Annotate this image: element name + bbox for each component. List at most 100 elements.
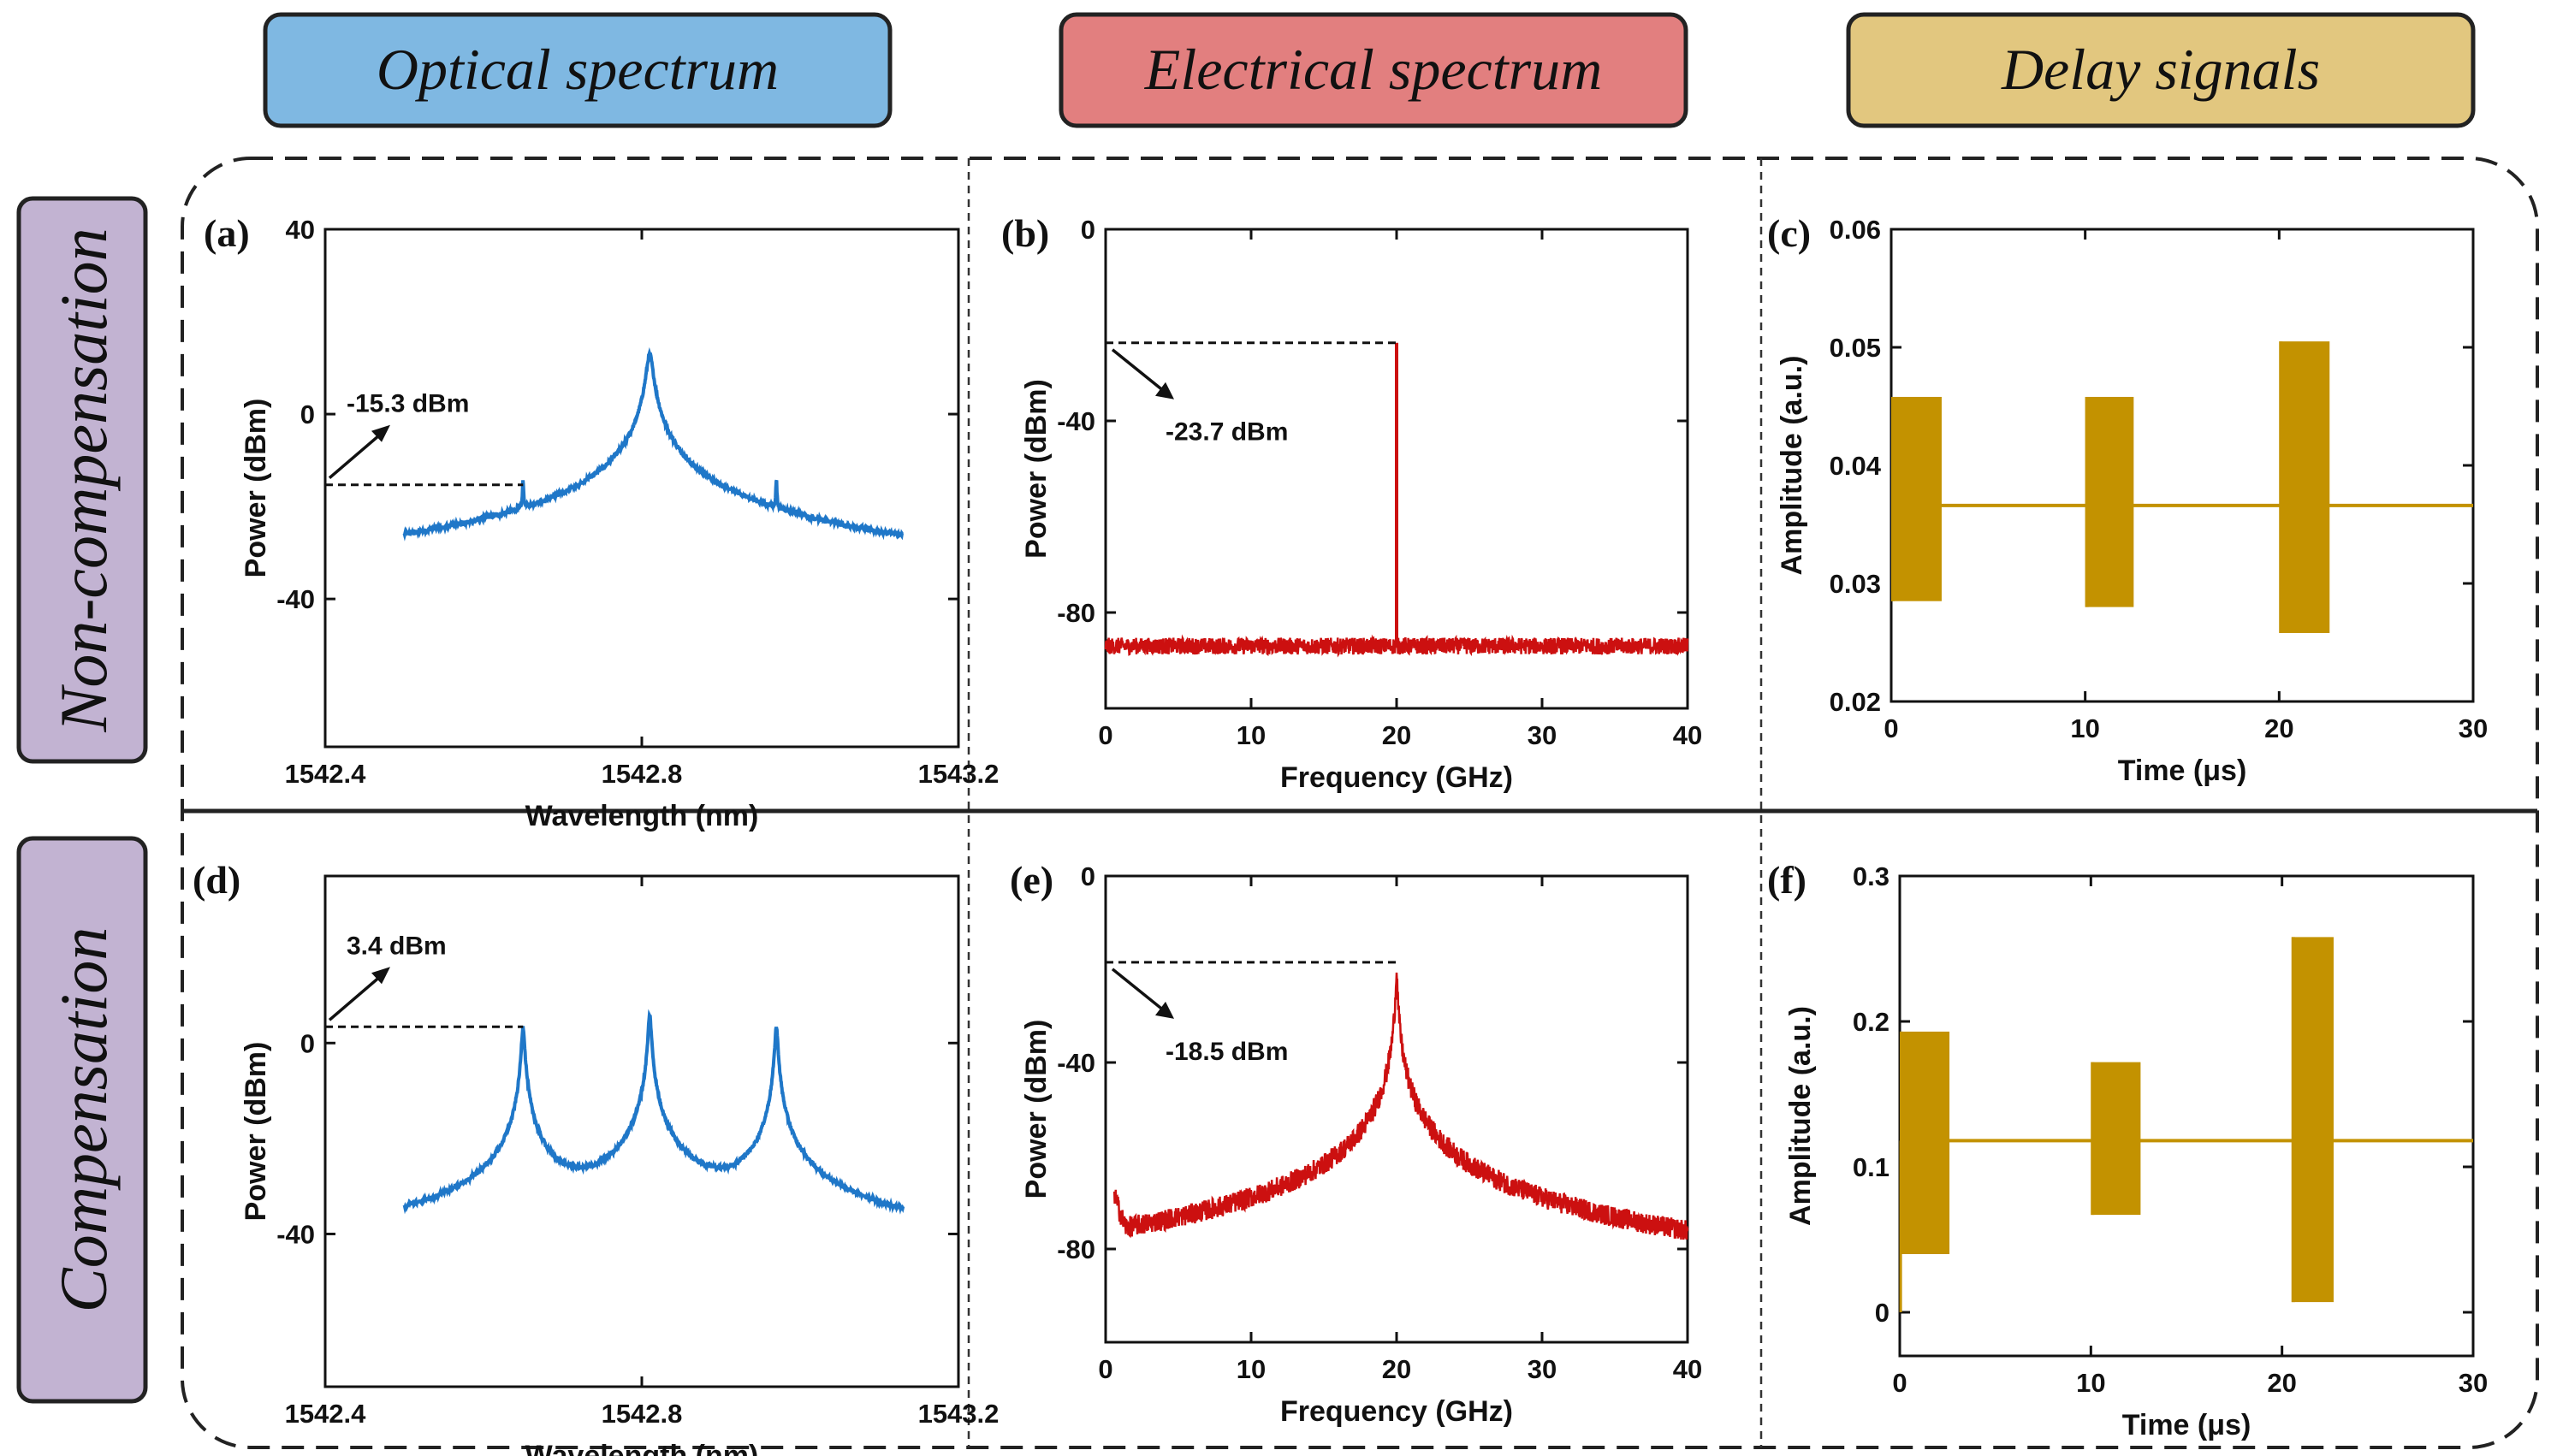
x-axis-label: Wavelength (nm)	[525, 1440, 759, 1456]
annotation-label: -18.5 dBm	[1166, 1038, 1288, 1066]
header-delay: Delay signals	[1846, 12, 2476, 128]
row-compensation-box	[16, 836, 148, 1404]
x-tick-label: 10	[1237, 720, 1266, 750]
spectrum-noise-line	[1112, 972, 1689, 1240]
panel-label: (f)	[1767, 858, 1806, 902]
panel-label: (b)	[1001, 211, 1049, 255]
y-tick-label: -40	[276, 1219, 315, 1249]
y-tick-label: 0.02	[1830, 687, 1881, 717]
x-tick-label: 1542.8	[602, 1399, 683, 1429]
x-tick-label: 40	[1673, 1354, 1702, 1384]
annotation-arrow	[1111, 348, 1167, 394]
y-tick-label: 0	[300, 400, 315, 429]
x-tick-label: 30	[1528, 1354, 1557, 1384]
y-tick-label: -80	[1057, 598, 1095, 628]
y-tick-label: 0	[1081, 215, 1095, 245]
panel-label: (a)	[204, 211, 250, 255]
panel-label: (d)	[193, 858, 240, 902]
x-tick-label: 20	[1382, 720, 1411, 750]
y-tick-label: -80	[1057, 1234, 1095, 1264]
x-tick-label: 10	[2076, 1368, 2105, 1398]
x-axis-label: Frequency (GHz)	[1280, 1395, 1513, 1428]
y-tick-label: 0.06	[1830, 215, 1881, 245]
y-tick-label: 0.2	[1853, 1007, 1890, 1037]
annotation-arrowhead	[371, 424, 390, 442]
header-electrical-text: Electrical spectrum	[1144, 37, 1602, 102]
header-optical-box	[263, 12, 893, 128]
y-axis-label: Power (dBm)	[1020, 379, 1053, 559]
annotation-label: -15.3 dBm	[347, 390, 469, 418]
panel-a: 1542.4 1542.8 1543.2 -40 0 40 Wavelength (nm) P…	[204, 211, 999, 832]
row-non-compensation-box	[16, 196, 148, 764]
header-electrical-box	[1059, 12, 1688, 128]
x-tick-label: 1542.4	[285, 1399, 367, 1429]
panel-f: 0 10 20 30 0 0.1 0.2 0.3 Time (μs) Amplitude (a.u…	[1767, 858, 2488, 1441]
x-tick-label: 10	[1237, 1354, 1266, 1384]
x-tick-label: 0	[1098, 720, 1112, 750]
y-axis-label: Power (dBm)	[1020, 1020, 1053, 1199]
y-tick-label: 0.04	[1830, 451, 1882, 481]
x-tick-label: 20	[1382, 1354, 1411, 1384]
y-axis-label: Amplitude (a.u.)	[1776, 356, 1808, 576]
y-tick-label: -40	[276, 584, 315, 614]
x-axis-label: Time (μs)	[2122, 1409, 2251, 1441]
x-tick-label: 0	[1098, 1354, 1112, 1384]
x-tick-label: 20	[2267, 1368, 2296, 1398]
y-tick-label: 0.3	[1853, 861, 1890, 891]
y-tick-label: 0	[1081, 861, 1095, 891]
delay-pulse	[2085, 396, 2134, 607]
row-compensation-text: Compensation	[46, 927, 121, 1313]
x-tick-label: 0	[1884, 713, 1898, 743]
annotation-arrowhead	[1155, 1001, 1174, 1019]
header-optical: Optical spectrum	[263, 12, 893, 128]
delay-pulse	[2291, 937, 2334, 1303]
plot-frame	[1890, 228, 2475, 703]
header-delay-box	[1846, 12, 2476, 128]
x-tick-label: 30	[1528, 720, 1557, 750]
row-label-compensation: Compensation	[16, 836, 148, 1404]
y-tick-label: 0	[1875, 1298, 1890, 1328]
plot-frame	[1898, 874, 2475, 1358]
y-axis-label: Power (dBm)	[240, 1042, 272, 1222]
annotation-arrowhead	[371, 967, 390, 985]
spectrum-line	[402, 346, 905, 542]
x-tick-label: 1543.2	[918, 1399, 1000, 1429]
header-delay-text: Delay signals	[2001, 37, 2320, 102]
panel-label: (c)	[1767, 211, 1811, 255]
delay-pulse	[1891, 396, 1942, 601]
y-tick-label: 0.1	[1853, 1152, 1890, 1182]
delay-pulse	[2091, 1062, 2141, 1216]
x-tick-label: 1542.4	[285, 759, 367, 789]
y-axis-label: Amplitude (a.u.)	[1784, 1006, 1817, 1226]
x-tick-label: 0	[1892, 1368, 1907, 1398]
outer-dashed-frame	[181, 157, 2539, 1449]
annotation-arrow	[328, 430, 385, 480]
header-optical-text: Optical spectrum	[377, 37, 779, 102]
y-tick-label: 0.05	[1830, 333, 1881, 363]
x-tick-label: 30	[2459, 1368, 2488, 1398]
annotation-arrow	[1111, 968, 1167, 1014]
x-tick-label: 30	[2459, 713, 2488, 743]
y-axis-label: Power (dBm)	[240, 399, 272, 578]
spectrum-line	[402, 1009, 905, 1215]
annotation-label: -23.7 dBm	[1166, 418, 1288, 447]
panel-label: (e)	[1010, 858, 1053, 902]
panel-b: 0 10 20 30 40 -80 -40 0 Frequency (GHz) Power (dB…	[1001, 211, 1702, 794]
annotation-arrow	[328, 972, 385, 1021]
y-tick-label: 40	[286, 215, 315, 245]
panel-d: 1542.4 1542.8 1543.2 -40 0 Wavelength (nm) Pow…	[193, 858, 999, 1456]
annotation-label: 3.4 dBm	[347, 932, 447, 960]
y-tick-label: 0.03	[1830, 569, 1881, 599]
x-tick-label: 1543.2	[918, 759, 1000, 789]
y-tick-label: -40	[1057, 406, 1095, 436]
y-tick-label: -40	[1057, 1048, 1095, 1078]
delay-pulse	[1900, 1031, 1950, 1254]
row-non-compensation-text: Non-compensation	[46, 228, 121, 732]
x-tick-label: 1542.8	[602, 759, 683, 789]
x-axis-label: Time (μs)	[2118, 755, 2247, 787]
row-label-non-compensation: Non-compensation	[16, 196, 148, 764]
header-electrical: Electrical spectrum	[1059, 12, 1688, 128]
x-tick-label: 10	[2070, 713, 2099, 743]
x-axis-label: Frequency (GHz)	[1280, 761, 1513, 794]
